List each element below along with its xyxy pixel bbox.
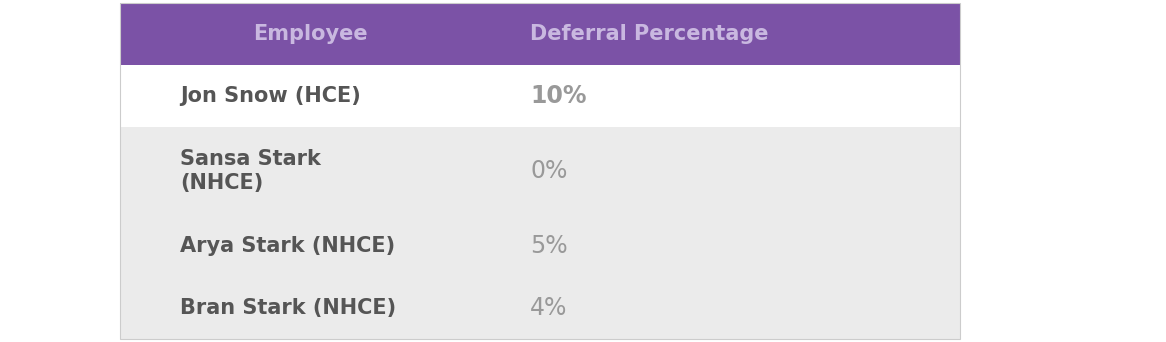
Text: 4%: 4% [531, 296, 568, 320]
FancyBboxPatch shape [120, 65, 960, 127]
Text: 10%: 10% [531, 84, 586, 108]
Text: Employee: Employee [253, 24, 367, 44]
Text: Bran Stark (NHCE): Bran Stark (NHCE) [180, 298, 396, 318]
Text: 0%: 0% [531, 159, 568, 183]
Text: 5%: 5% [531, 234, 568, 258]
Text: Sansa Stark
(NHCE): Sansa Stark (NHCE) [180, 149, 321, 193]
Text: Deferral Percentage: Deferral Percentage [531, 24, 768, 44]
FancyBboxPatch shape [120, 3, 960, 65]
Text: Arya Stark (NHCE): Arya Stark (NHCE) [180, 236, 395, 256]
FancyBboxPatch shape [120, 127, 960, 339]
Text: Jon Snow (HCE): Jon Snow (HCE) [180, 86, 360, 106]
